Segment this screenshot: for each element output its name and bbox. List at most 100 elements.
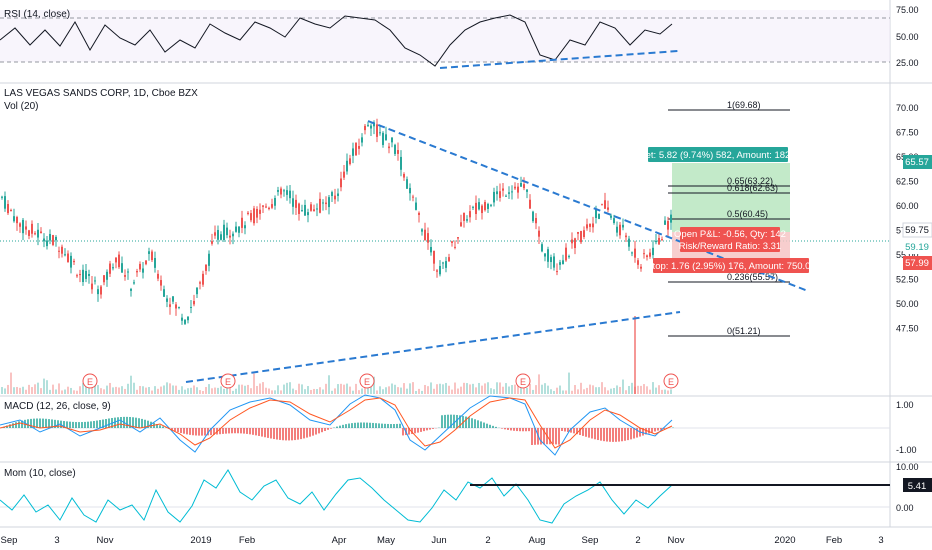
volume-bar	[112, 387, 114, 394]
volume-bar	[46, 380, 48, 394]
time-axis[interactable]: Sep 3 Nov 2019 Feb Apr May Jun 2 Aug Sep 2 Nov 2020 Fe…	[1, 535, 884, 546]
candle-body	[307, 212, 309, 216]
candle-body	[91, 283, 93, 290]
volume-bar	[655, 387, 657, 394]
candle-body	[298, 203, 300, 215]
candle-body	[439, 266, 441, 275]
macd-histogram-bar	[651, 428, 653, 433]
volume-bar	[145, 387, 147, 394]
macd-histogram-bar	[618, 428, 620, 442]
volume-bar	[490, 388, 492, 394]
volume-bar	[172, 385, 174, 394]
volume-bar	[265, 387, 267, 394]
macd-histogram-bar	[375, 423, 377, 428]
candle-body	[16, 217, 18, 224]
volume-bar	[442, 384, 444, 394]
time-tick: 2019	[190, 535, 211, 546]
candle-body	[139, 263, 141, 270]
macd-histogram-bar	[594, 428, 596, 440]
macd-histogram-bar	[486, 423, 488, 428]
volume-bar	[487, 382, 489, 394]
volume-bar	[628, 385, 630, 394]
volume-bar	[433, 388, 435, 394]
volume-bar	[31, 387, 33, 394]
price-pane[interactable]: LAS VEGAS SANDS CORP, 1D, Cboe BZX Vol (…	[0, 88, 932, 394]
macd-pane[interactable]: MACD (12, 26, close, 9) 1.00 -1.00	[0, 394, 917, 456]
macd-histogram-bar	[495, 426, 497, 428]
candles	[1, 118, 672, 326]
volume-bar	[34, 384, 36, 394]
target-zone	[672, 163, 790, 232]
volume-bar	[595, 387, 597, 394]
candle-body	[625, 235, 627, 238]
lower-trendline	[185, 311, 681, 383]
candle-body	[445, 261, 447, 268]
macd-histogram-bar	[477, 420, 479, 428]
candle-body	[73, 260, 75, 263]
time-tick: 2020	[774, 535, 795, 546]
volume-bar	[340, 383, 342, 394]
macd-histogram-bar	[117, 417, 119, 428]
volume-bar	[550, 389, 552, 394]
volume-bar	[556, 387, 558, 394]
signal-line	[0, 397, 673, 449]
volume-bar	[580, 382, 582, 394]
volume-bar	[217, 387, 219, 394]
candle-body	[559, 262, 561, 265]
macd-histogram-bar	[159, 425, 161, 428]
macd-label: MACD (12, 26, close, 9)	[4, 401, 111, 412]
earnings-marker	[663, 373, 679, 389]
macd-histogram-bar	[201, 428, 203, 436]
rsi-pane[interactable]: RSI (14, close) 75.00 50.00 25.00	[0, 5, 919, 69]
momentum-pane[interactable]: Mom (10, close) 10.00 0.00 5.41	[0, 462, 932, 524]
svg-text:59.19: 59.19	[905, 242, 929, 253]
volume-bar	[181, 386, 183, 394]
volume-bar	[346, 383, 348, 394]
candle-body	[187, 316, 189, 321]
candle-body	[661, 239, 663, 241]
volume-bar	[4, 388, 6, 394]
volume-bar	[58, 383, 60, 394]
candle-body	[25, 226, 27, 230]
candle-body	[394, 144, 396, 154]
candle-body	[634, 248, 636, 258]
fibonacci-retracement[interactable]: 1(69.68) 0.65(63.22)0.618(62.63) 0.5(60.45…	[668, 100, 790, 337]
volume-bar	[70, 387, 72, 394]
momentum-value-text: 5.41	[908, 481, 927, 492]
candle-body	[592, 223, 594, 228]
volume-bar	[463, 382, 465, 394]
candle-body	[511, 191, 513, 193]
price-badge-target: 65.57	[903, 155, 932, 169]
time-tick: 3	[54, 535, 59, 546]
macd-histogram-bar	[663, 428, 665, 430]
price-badge-entry: 59.75	[902, 222, 932, 238]
macd-histogram-bar	[411, 428, 413, 434]
price-axis[interactable]: 70.0067.5065.0062.5060.0057.5055.0052.50…	[896, 103, 919, 334]
macd-histogram-bar	[609, 428, 611, 442]
fib-level-label: 0.65(63.22)	[727, 176, 773, 186]
macd-histogram-bar	[525, 428, 527, 432]
macd-histogram-bar	[207, 428, 209, 436]
macd-histogram-bar	[549, 428, 551, 445]
target-label[interactable]: Target: 5.82 (9.74%) 582, Amount: 1826.4…	[627, 147, 809, 162]
price-tick: 67.50	[896, 128, 919, 138]
earnings-marker-label: E	[87, 377, 93, 387]
macd-histogram-bar	[447, 414, 449, 428]
candle-body	[112, 267, 114, 269]
volume-bar	[259, 383, 261, 394]
macd-histogram-bar	[474, 419, 476, 428]
stop-label[interactable]: Stop: 1.76 (2.95%) 176, Amount: 750.08	[646, 258, 816, 273]
macd-histogram-bar	[306, 428, 308, 438]
candle-body	[541, 244, 543, 252]
macd-histogram-bar	[147, 420, 149, 428]
macd-histogram-bar	[192, 428, 194, 436]
candle-body	[367, 124, 369, 126]
open-pnl-label[interactable]: Open P&L: -0.56, Qty: 142 Risk/Reward Ra…	[674, 227, 786, 252]
macd-histogram-bar	[15, 422, 17, 428]
volume-bar	[307, 386, 309, 394]
macd-histogram-bar	[234, 428, 236, 434]
macd-histogram-bar	[360, 422, 362, 428]
volume-bar	[121, 386, 123, 394]
